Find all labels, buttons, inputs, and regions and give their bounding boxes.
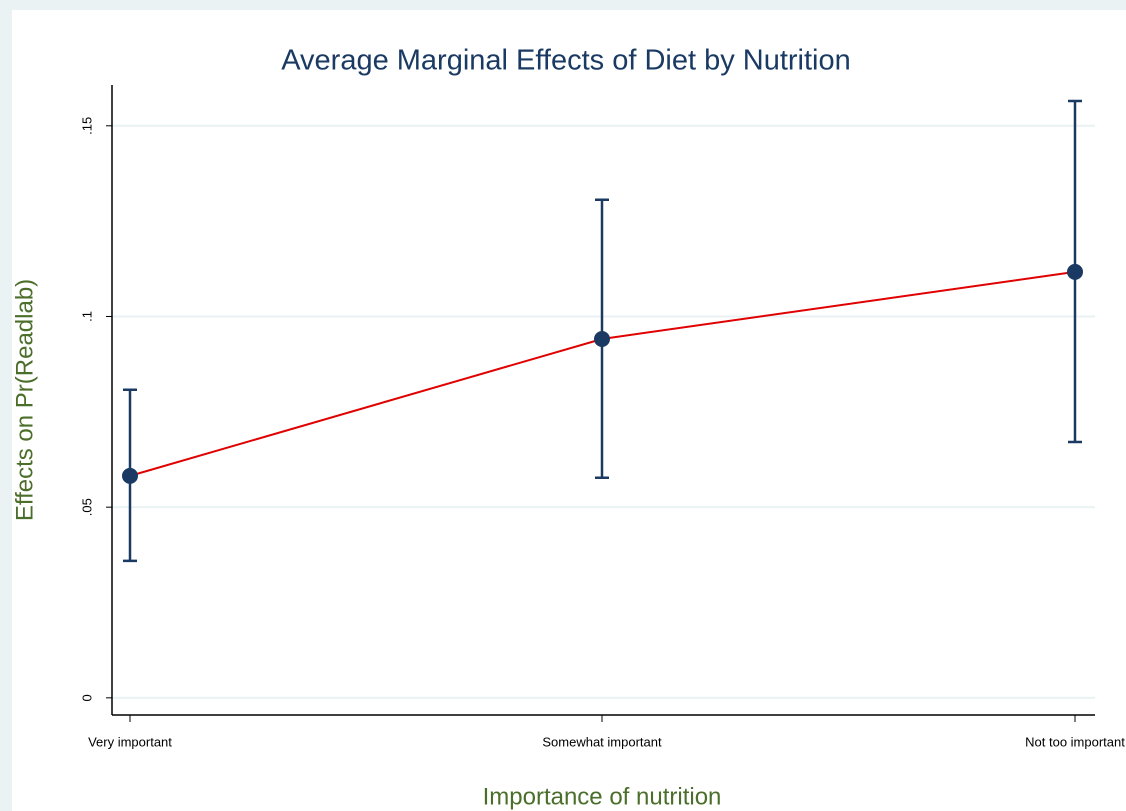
y-tick-label: .1 bbox=[79, 311, 94, 322]
x-axis-title: Importance of nutrition bbox=[483, 783, 722, 810]
x-tick-label: Somewhat important bbox=[542, 734, 662, 749]
y-axis-title: Effects on Pr(Readlab) bbox=[11, 279, 38, 521]
x-tick-label: Very important bbox=[88, 734, 172, 749]
chart-title: Average Marginal Effects of Diet by Nutr… bbox=[281, 45, 851, 77]
plot-background bbox=[12, 10, 1126, 811]
x-tick-label: Not too important bbox=[1025, 734, 1125, 749]
point bbox=[122, 467, 138, 484]
y-tick-label: 0 bbox=[79, 694, 94, 701]
point bbox=[594, 330, 610, 347]
point bbox=[1067, 263, 1083, 280]
y-tick-label: .05 bbox=[79, 498, 94, 516]
y-tick-label: .15 bbox=[79, 117, 94, 135]
